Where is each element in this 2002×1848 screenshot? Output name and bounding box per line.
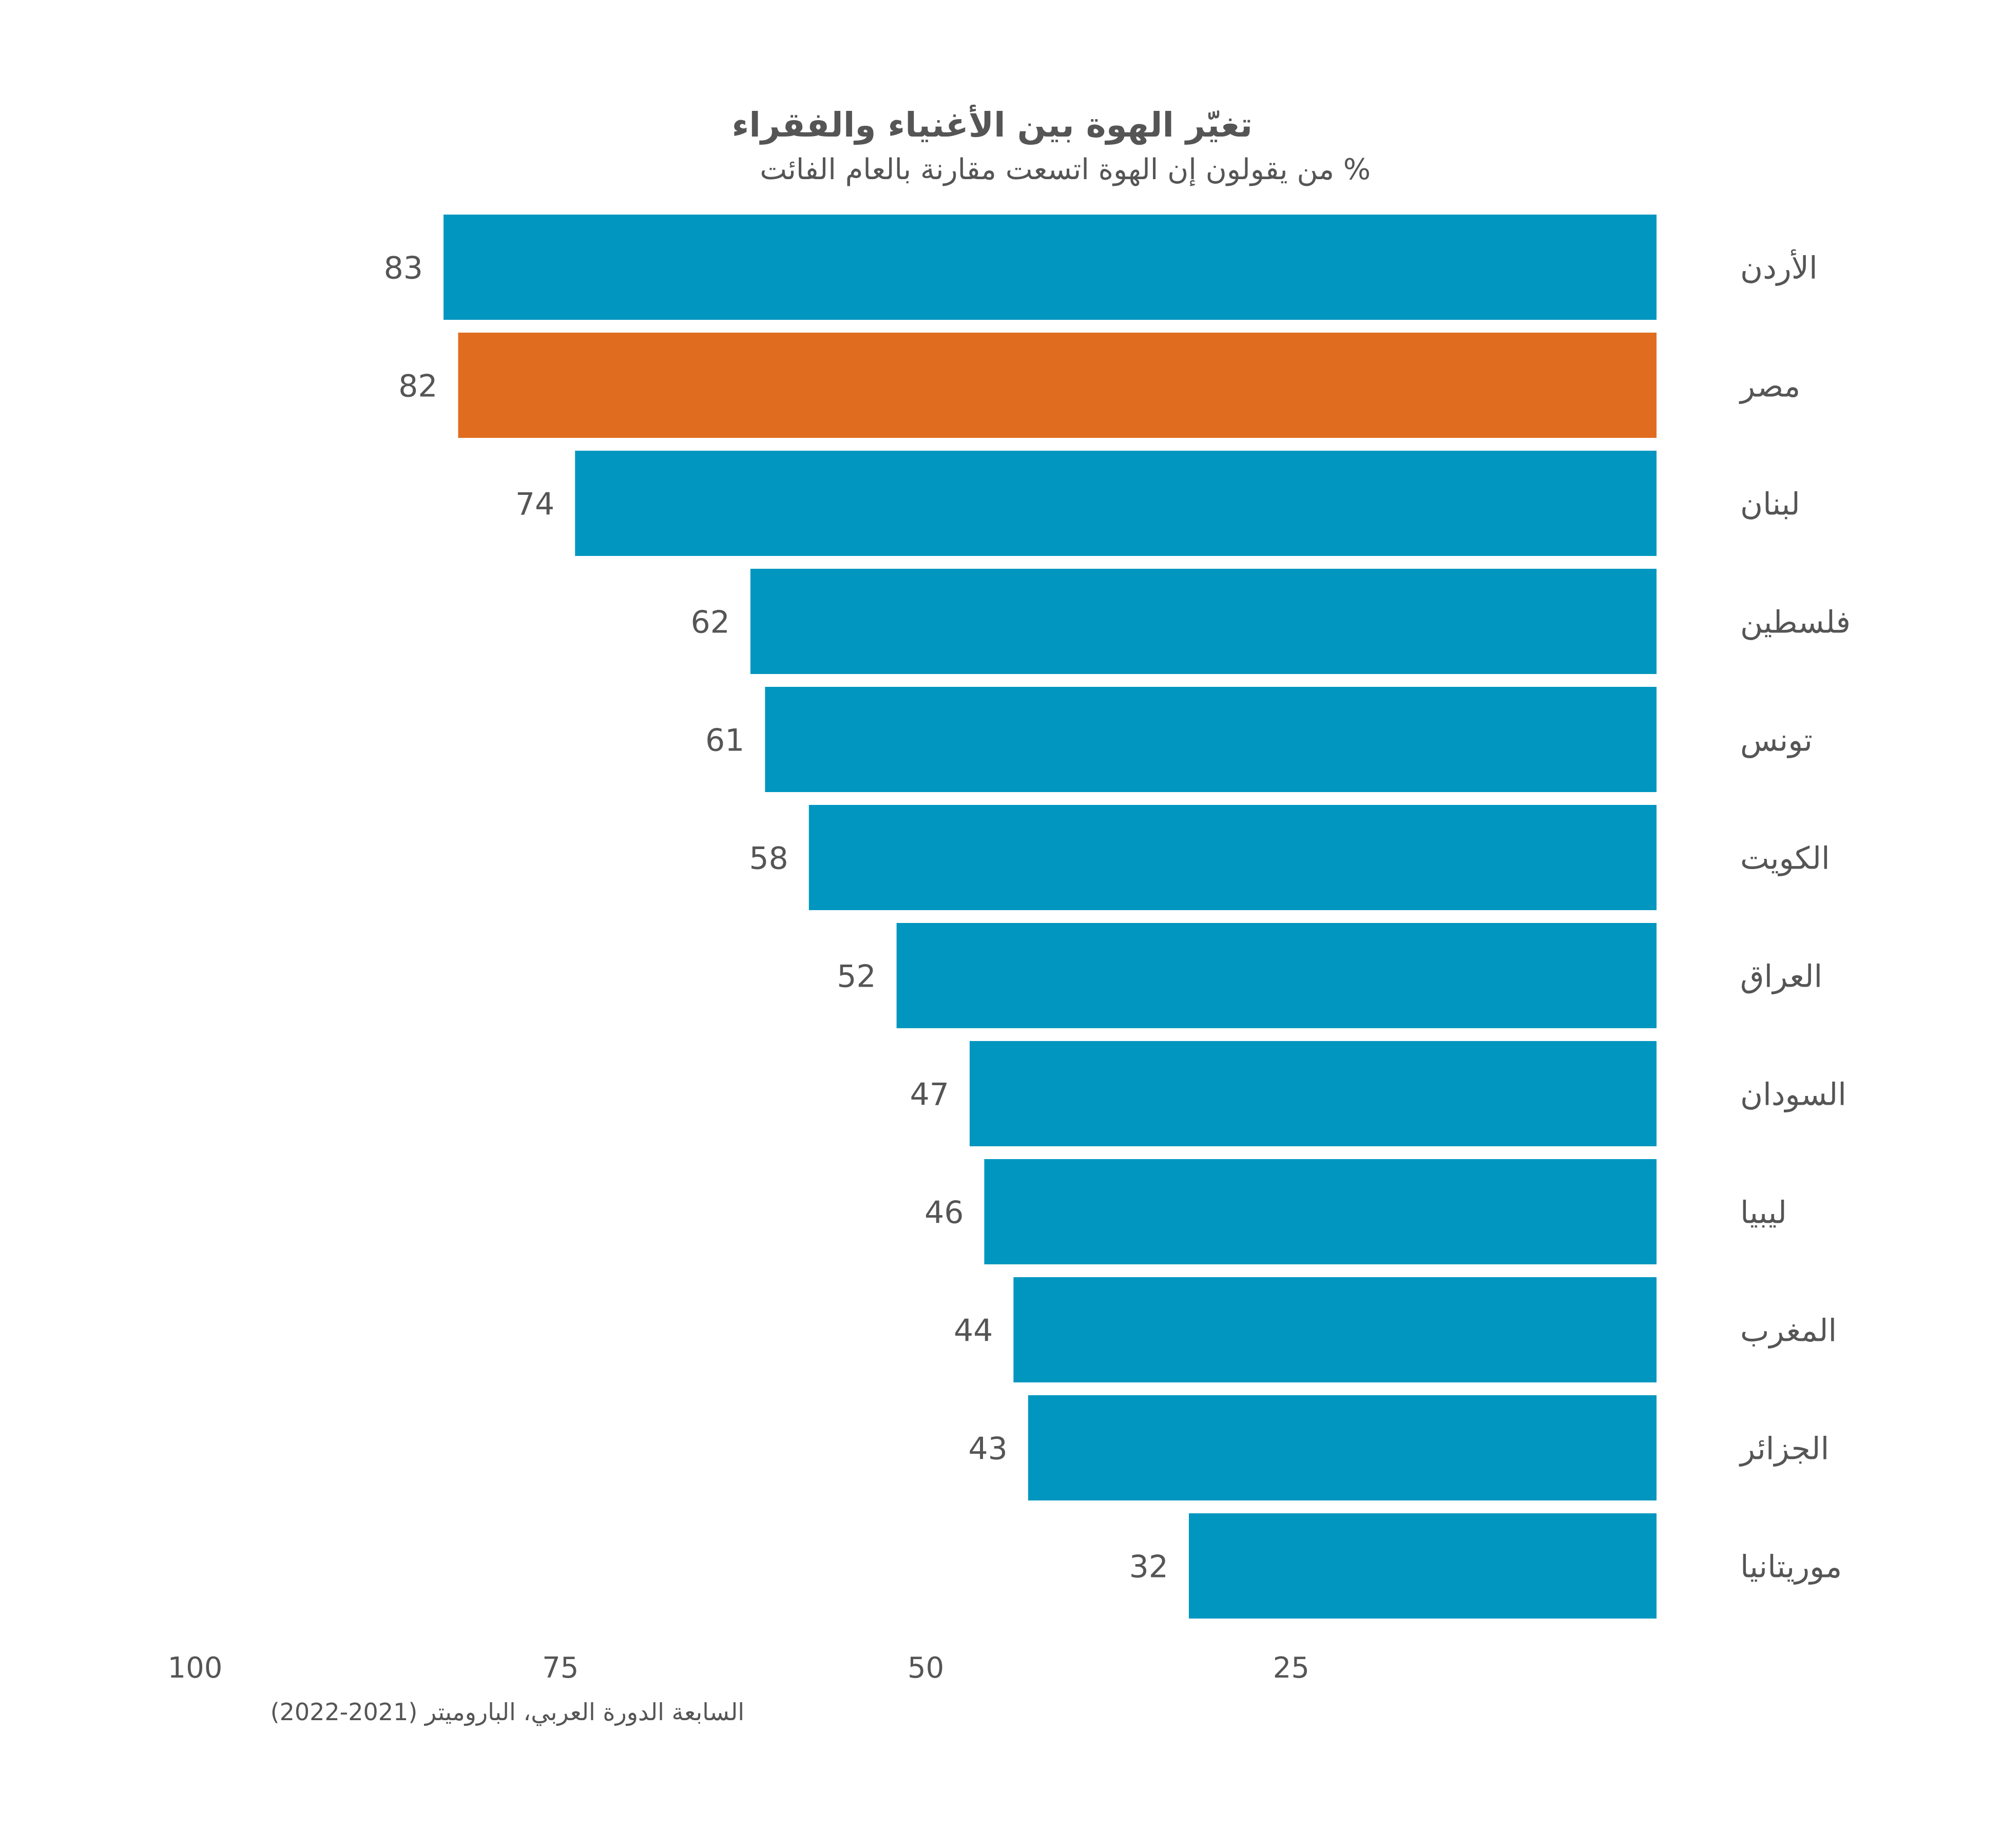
category-label-10: الجزائر: [1739, 1431, 1829, 1467]
x-tick-label-1: 75: [542, 1651, 579, 1685]
chart-title: تغيّر الهوة بين الأغنياء والفقراء: [732, 105, 1253, 145]
bar-1: [458, 333, 1657, 438]
data-label-0: 83: [384, 251, 423, 286]
category-label-9: المغرب: [1740, 1313, 1837, 1349]
category-label-2: لبنان: [1740, 487, 1800, 523]
bar-10: [1028, 1395, 1657, 1500]
x-tick-label-0: 100: [168, 1651, 223, 1685]
category-label-1: مصر: [1739, 369, 1800, 405]
data-label-6: 52: [837, 959, 876, 995]
x-tick-label-2: 50: [908, 1651, 944, 1685]
data-label-1: 82: [398, 369, 437, 405]
bar-4: [765, 687, 1657, 792]
category-label-4: تونس: [1740, 723, 1813, 759]
category-label-5: الكويت: [1740, 841, 1830, 877]
bar-11: [1188, 1513, 1657, 1619]
bar-5: [808, 805, 1657, 910]
bar-3: [750, 569, 1657, 674]
bar-8: [984, 1159, 1657, 1264]
category-label-3: فلسطين: [1740, 605, 1851, 641]
chart-subtitle: % من يقولون إن الهوة اتسعت مقارنة بالعام…: [760, 153, 1371, 186]
data-label-3: 62: [691, 605, 730, 641]
source-note: السابعة الدورة العربي، الباروميتر (2021-…: [270, 1698, 744, 1726]
bar-2: [575, 451, 1657, 556]
data-label-11: 32: [1129, 1549, 1168, 1585]
data-label-10: 43: [968, 1431, 1007, 1467]
category-label-7: السودان: [1740, 1077, 1846, 1113]
data-label-2: 74: [515, 487, 554, 523]
bar-6: [896, 923, 1657, 1028]
category-label-0: الأردن: [1740, 249, 1818, 286]
category-label-11: موريتانيا: [1740, 1549, 1842, 1585]
category-label-8: ليبيا: [1740, 1195, 1787, 1231]
data-label-5: 58: [749, 841, 788, 877]
data-label-4: 61: [705, 723, 744, 759]
data-label-8: 46: [925, 1195, 964, 1231]
category-label-6: العراق: [1740, 959, 1822, 995]
data-label-7: 47: [910, 1077, 949, 1113]
bar-7: [969, 1041, 1657, 1146]
data-label-9: 44: [954, 1313, 993, 1349]
bar-9: [1013, 1277, 1657, 1382]
x-tick-label-3: 25: [1273, 1651, 1310, 1685]
bar-0: [443, 215, 1657, 320]
